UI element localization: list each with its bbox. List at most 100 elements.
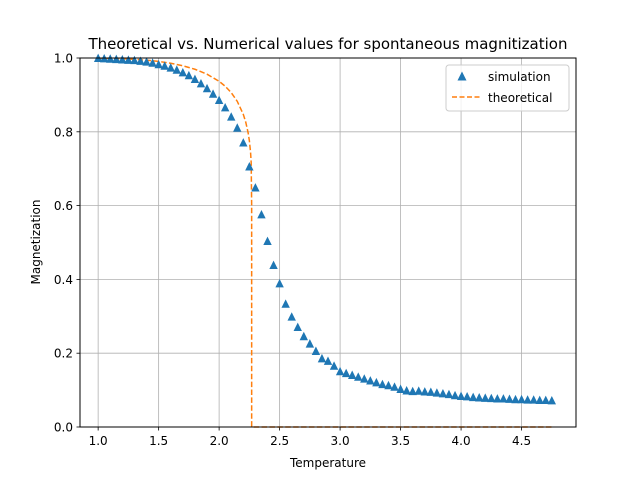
simulation-point xyxy=(269,260,278,269)
simulation-point xyxy=(251,183,260,192)
simulation-point xyxy=(257,210,266,219)
simulation-point xyxy=(432,388,442,397)
legend-simulation-label: simulation xyxy=(488,70,551,84)
simulation-point xyxy=(136,56,145,65)
x-tick-label: 3.0 xyxy=(331,434,350,448)
simulation-point xyxy=(511,394,520,404)
simulation-point xyxy=(535,395,544,405)
simulation-point xyxy=(233,123,242,132)
simulation-point xyxy=(523,395,532,404)
simulation-point xyxy=(142,57,151,66)
legend-box xyxy=(445,64,570,112)
x-axis-label: Temperature xyxy=(289,456,366,470)
chart-title: Theoretical vs. Numerical values for spo… xyxy=(88,35,568,53)
simulation-point xyxy=(263,236,272,245)
simulation-point xyxy=(275,279,284,288)
simulation-point xyxy=(299,331,309,341)
simulation-point xyxy=(178,67,188,77)
simulation-point xyxy=(378,379,387,389)
simulation-point xyxy=(354,372,363,381)
simulation-point xyxy=(372,377,381,387)
x-tick-label: 4.0 xyxy=(452,434,471,448)
simulation-point xyxy=(160,61,169,70)
y-tick-label: 0.8 xyxy=(54,125,73,139)
simulation-point xyxy=(227,112,236,121)
grid xyxy=(80,57,576,428)
legend-theoretical-label: theoretical xyxy=(488,91,552,105)
simulation-point xyxy=(341,368,351,378)
simulation-point xyxy=(384,380,393,390)
simulation-point xyxy=(414,386,423,395)
simulation-point xyxy=(444,389,454,399)
x-tick-label: 3.5 xyxy=(391,434,410,448)
y-axis-label: Magnetization xyxy=(29,200,43,285)
simulation-point xyxy=(517,394,526,404)
simulation-point xyxy=(118,55,127,64)
simulation-point xyxy=(239,138,248,147)
simulation-point xyxy=(124,55,133,64)
simulation-point xyxy=(408,386,417,396)
simulation-point xyxy=(190,74,200,84)
x-tick-label: 2.0 xyxy=(210,434,229,448)
simulation-point xyxy=(220,103,230,112)
simulation-point xyxy=(390,382,399,391)
x-tick-label: 4.5 xyxy=(512,434,531,448)
simulation-point xyxy=(347,370,357,379)
simulation-point xyxy=(130,55,139,65)
theoretical-line xyxy=(98,57,552,428)
y-tick-label: 0.0 xyxy=(54,421,73,435)
x-tick-label: 1.0 xyxy=(89,434,108,448)
simulation-point xyxy=(214,95,224,105)
simulation-point xyxy=(541,395,550,405)
theoretical-series xyxy=(98,57,552,428)
simulation-point xyxy=(493,394,502,403)
simulation-point xyxy=(487,393,496,403)
y-tick-label: 1.0 xyxy=(54,52,73,66)
simulation-point xyxy=(468,392,478,402)
simulation-point xyxy=(329,361,339,370)
y-tick-label: 0.6 xyxy=(54,199,73,213)
simulation-point xyxy=(360,374,369,383)
simulation-point xyxy=(396,384,405,393)
x-tick-label: 1.5 xyxy=(149,434,168,448)
simulation-point xyxy=(305,339,315,348)
simulation-point xyxy=(475,393,484,402)
simulation-point xyxy=(402,386,411,395)
simulation-point xyxy=(323,356,333,365)
simulation-point xyxy=(166,63,175,72)
simulation-point xyxy=(311,346,321,355)
simulation-point xyxy=(196,79,206,88)
axis-ticks: 1.0 1.5 2.0 2.5 3.0 3.5 4.0 4.5 0.0 0.2 0.4 0.6 0.8 1… xyxy=(54,52,531,449)
simulation-point xyxy=(245,162,254,171)
simulation-point xyxy=(317,353,327,363)
simulation-point xyxy=(426,387,436,396)
simulation-point xyxy=(335,366,345,376)
simulation-point xyxy=(529,395,538,404)
simulation-series xyxy=(93,53,557,405)
simulation-point xyxy=(450,390,460,400)
simulation-point xyxy=(184,70,194,80)
y-tick-label: 0.4 xyxy=(54,273,73,287)
simulation-point xyxy=(420,387,429,396)
simulation-point xyxy=(499,394,508,403)
simulation-point xyxy=(366,376,375,385)
simulation-point xyxy=(462,391,472,401)
legend: simulation theoretical xyxy=(445,64,570,112)
simulation-point xyxy=(281,299,290,308)
simulation-point xyxy=(112,54,121,64)
plot-frame xyxy=(79,57,577,428)
simulation-point xyxy=(293,322,302,331)
simulation-point xyxy=(481,393,490,402)
simulation-point xyxy=(154,59,163,69)
simulation-point xyxy=(148,58,157,67)
x-tick-label: 2.5 xyxy=(270,434,289,448)
simulation-point xyxy=(456,391,466,400)
simulation-point xyxy=(202,83,212,93)
y-tick-label: 0.2 xyxy=(54,347,73,361)
simulation-point xyxy=(547,396,557,405)
legend-simulation-marker xyxy=(457,71,467,81)
simulation-point xyxy=(172,65,181,74)
simulation-point xyxy=(438,388,448,398)
simulation-point xyxy=(208,89,218,98)
